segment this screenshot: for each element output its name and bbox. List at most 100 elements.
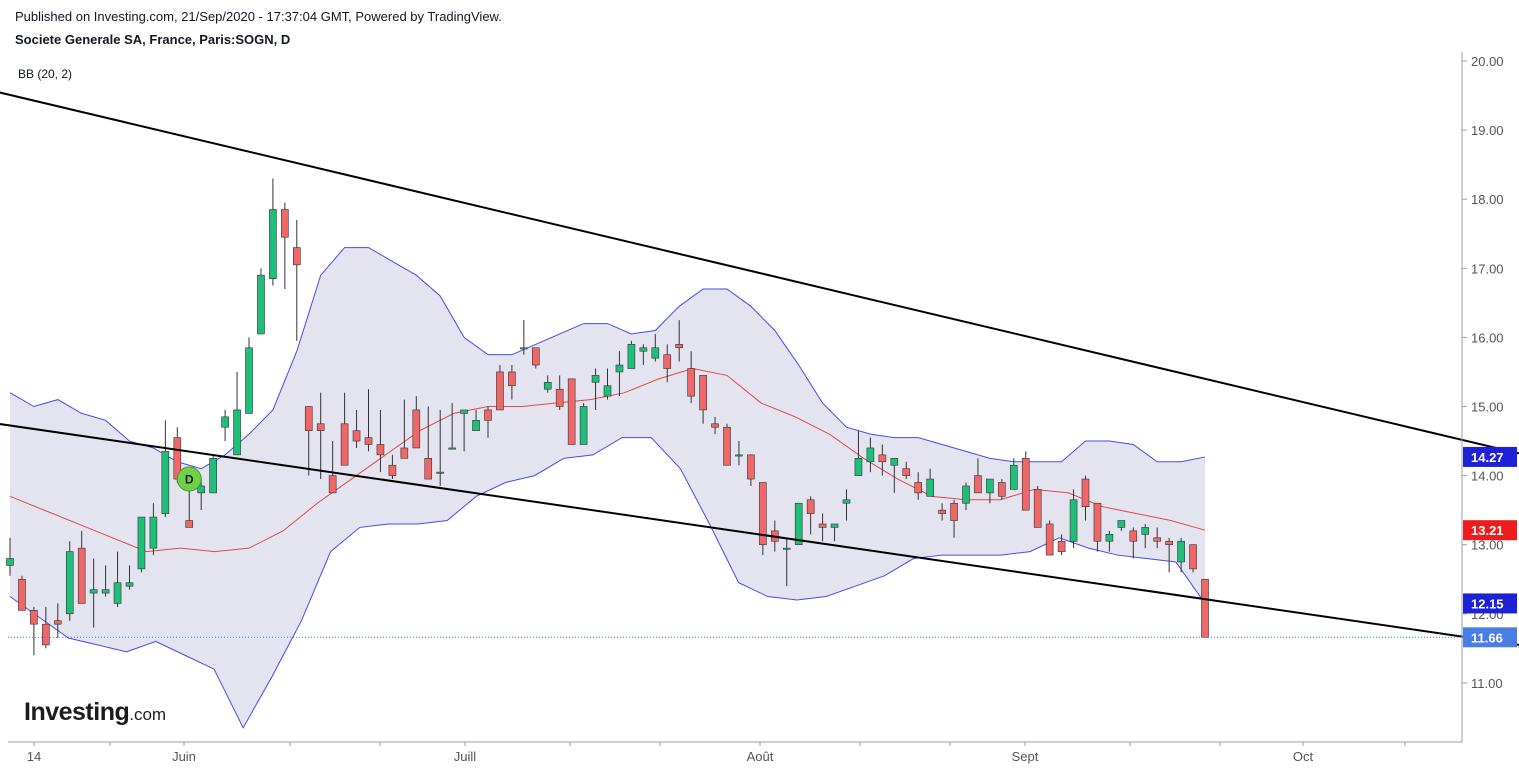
candle-body xyxy=(472,420,480,431)
price-tag: 12.15 xyxy=(1463,593,1517,614)
candle xyxy=(759,482,767,556)
candle xyxy=(579,403,588,445)
candle xyxy=(627,340,636,369)
candle xyxy=(818,513,827,542)
candle-body xyxy=(759,482,767,546)
candle-body xyxy=(508,371,516,387)
candle xyxy=(1129,527,1138,559)
candle-body xyxy=(555,388,564,407)
candle xyxy=(328,441,337,494)
candle-body xyxy=(269,209,277,279)
brand-name: Investing xyxy=(24,698,130,726)
candle-body xyxy=(974,475,982,494)
bollinger-upper-line xyxy=(9,247,1206,470)
candle xyxy=(902,461,911,480)
candle xyxy=(496,365,504,411)
candle xyxy=(304,406,313,476)
marker-label: D xyxy=(185,473,194,487)
candle-body xyxy=(484,409,492,421)
candle-body xyxy=(603,385,612,397)
candle-body xyxy=(304,406,313,431)
candle xyxy=(364,389,373,452)
candle-body xyxy=(1153,537,1161,542)
symbol-title: Societe Generale SA, France, Paris:SOGN,… xyxy=(15,32,291,47)
x-tick-label: Août xyxy=(747,749,774,764)
x-tick-label: Sept xyxy=(1012,749,1039,764)
candle xyxy=(639,344,648,366)
candle xyxy=(424,406,433,480)
candle xyxy=(950,499,958,538)
price-tag: 14.27 xyxy=(1463,446,1517,467)
y-tick-label: 11.00 xyxy=(1471,676,1503,691)
candle-body xyxy=(65,551,74,615)
candle xyxy=(400,399,409,459)
candle-body xyxy=(496,371,504,411)
candle-body xyxy=(1189,544,1197,570)
candle xyxy=(1141,523,1150,549)
x-tick-label: Juill xyxy=(454,749,477,764)
candle xyxy=(723,423,731,466)
y-tick-label: 18.00 xyxy=(1471,192,1504,207)
candle-body xyxy=(1069,499,1078,542)
candle-body xyxy=(938,509,946,514)
candle-body xyxy=(316,423,325,431)
candle-body xyxy=(352,430,361,442)
candle-body xyxy=(42,623,50,646)
price-tag-box xyxy=(1463,627,1517,648)
candle xyxy=(830,523,839,542)
candle xyxy=(1153,527,1161,549)
candle-body xyxy=(388,464,397,476)
candle xyxy=(974,458,982,494)
candle xyxy=(687,351,695,404)
candle xyxy=(711,416,719,435)
candle-body xyxy=(782,547,791,550)
candle xyxy=(65,541,74,621)
candle xyxy=(30,606,38,656)
candle-body xyxy=(1177,540,1185,563)
candle xyxy=(221,409,229,442)
candle xyxy=(531,347,540,369)
candle-body xyxy=(30,610,38,625)
candle xyxy=(794,502,803,545)
candle-body xyxy=(950,502,958,521)
candle-body xyxy=(221,416,229,428)
candle xyxy=(113,551,122,607)
candle-body xyxy=(1117,520,1126,528)
candle xyxy=(555,375,564,410)
candle-body xyxy=(340,423,349,466)
candle-body xyxy=(197,485,205,494)
candle xyxy=(926,468,934,497)
candle-body xyxy=(579,406,588,445)
chart-marker: D xyxy=(176,466,202,492)
candle-body xyxy=(520,347,528,350)
candle-body xyxy=(531,347,540,366)
candle-body xyxy=(1081,478,1090,507)
candle xyxy=(281,202,289,290)
candle xyxy=(448,403,456,450)
price-tag-box xyxy=(1463,520,1517,541)
candle xyxy=(615,351,624,397)
candle xyxy=(101,565,110,597)
candle-body xyxy=(137,516,146,570)
x-tick-label: Juin xyxy=(172,749,196,764)
candle-body xyxy=(591,375,600,383)
candle-body xyxy=(1057,540,1066,552)
price-tag: 13.21 xyxy=(1463,520,1517,541)
indicator-label: BB (20, 2) xyxy=(18,67,73,81)
y-tick-label: 19.00 xyxy=(1471,123,1504,138)
candle xyxy=(197,479,205,511)
candle-body xyxy=(986,478,994,494)
y-tick-label: 16.00 xyxy=(1471,330,1504,345)
candle-body xyxy=(723,426,731,466)
candle-body xyxy=(113,582,122,604)
candle-body xyxy=(161,451,170,514)
candle xyxy=(508,365,516,400)
candle xyxy=(1189,544,1197,573)
candle xyxy=(460,409,468,452)
candle xyxy=(161,420,170,518)
candle xyxy=(269,178,277,286)
candle-body xyxy=(209,458,217,494)
candle-body xyxy=(842,499,851,504)
y-tick-label: 20.00 xyxy=(1471,54,1504,69)
